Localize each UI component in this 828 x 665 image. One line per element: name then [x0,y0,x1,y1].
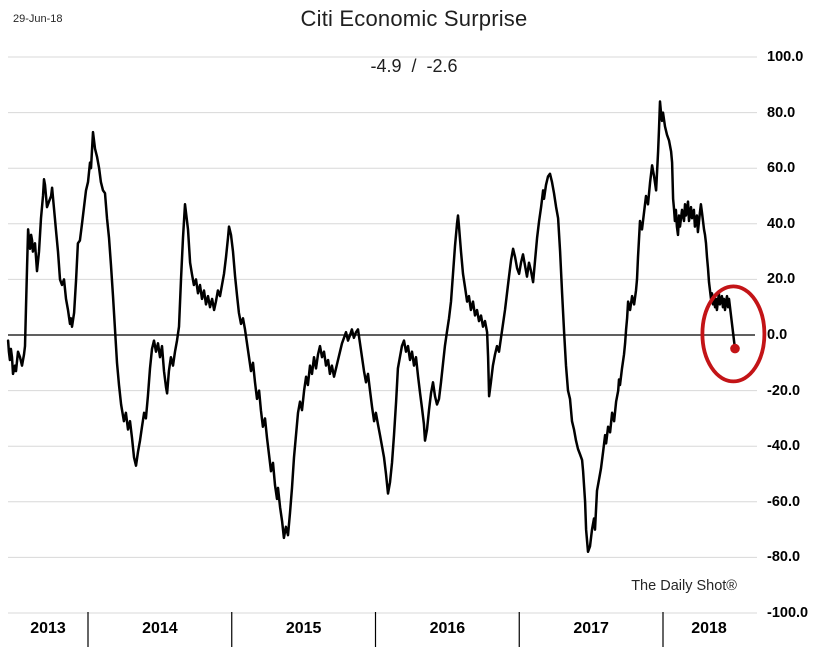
y-tick-label: 100.0 [767,49,804,65]
highlight-annotation [700,284,767,384]
report-date: 29-Jun-18 [13,13,63,25]
y-tick-label: 40.0 [767,215,796,232]
x-year-label: 2018 [691,620,727,637]
y-tick-label: -60.0 [767,493,801,510]
y-tick-label: 0.0 [767,327,788,343]
x-year-label: 2013 [30,620,66,637]
x-year-label: 2014 [142,620,178,637]
last-point-dot [730,343,740,354]
subtitle-wrap: -4.9 / -2.6 [0,56,828,77]
year-tick-separators [87,612,664,647]
y-tick-label: 80.0 [767,104,796,121]
y-tick-label: 20.0 [767,271,796,288]
latest-values-label: -4.9 / -2.6 [356,56,472,77]
chart-title: Citi Economic Surprise [300,6,528,31]
y-tick-label: -20.0 [767,382,801,399]
y-tick-label: -40.0 [767,438,801,455]
y-tick-label: 60.0 [767,160,796,177]
title-wrap: Citi Economic Surprise [0,6,828,32]
x-year-label: 2016 [429,620,466,637]
y-tick-label: -80.0 [767,549,801,566]
y-tick-label: -100.0 [767,605,809,621]
x-year-label: 2017 [573,620,609,637]
series-line [6,100,737,554]
highlight-ellipse [700,284,767,384]
x-year-label: 2015 [285,620,322,637]
watermark: The Daily Shot® [631,578,737,594]
